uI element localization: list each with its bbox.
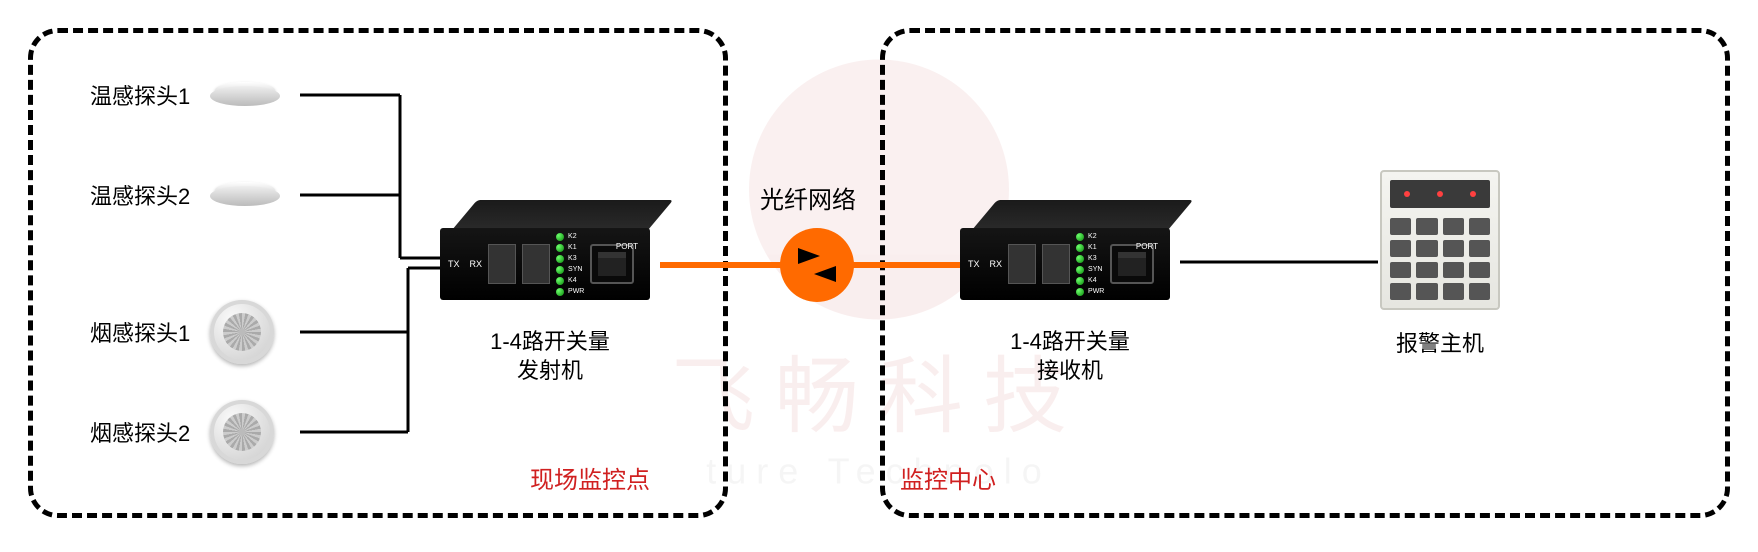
alarm-host: 报警主机 (1380, 170, 1500, 358)
temp-detector-icon (210, 70, 280, 120)
optic-port-icon (488, 244, 516, 284)
rx-device: TX RX K2 K1 K3 SYN K4 PWR PORT 1-4路开关量 接… (960, 200, 1180, 385)
sensor-smoke1: 烟感探头1 (90, 300, 274, 364)
tx-label: TX (968, 259, 980, 269)
tx-device-label: 1-4路开关量 发射机 (440, 328, 660, 385)
alarm-host-label: 报警主机 (1380, 326, 1500, 358)
keypad-screen-icon (1390, 180, 1490, 208)
fiber-label: 光纤网络 (760, 180, 856, 215)
optic-port-icon (522, 244, 550, 284)
rx-device-label: 1-4路开关量 接收机 (960, 328, 1180, 385)
sensor-label: 烟感探头2 (90, 416, 210, 448)
zone-field-label: 现场监控点 (530, 460, 650, 495)
rx-label: RX (470, 259, 483, 269)
sensor-label: 温感探头1 (90, 79, 210, 111)
rx-label: RX (990, 259, 1003, 269)
sensor-temp1: 温感探头1 (90, 70, 280, 120)
fiber-bidir-icon (780, 228, 854, 302)
smoke-detector-icon (210, 400, 274, 464)
optic-port-icon (1008, 244, 1036, 284)
port-label: PORT (1136, 242, 1158, 251)
keypad-keys (1390, 218, 1490, 300)
smoke-detector-icon (210, 300, 274, 364)
tx-label: TX (448, 259, 460, 269)
optic-port-icon (1042, 244, 1070, 284)
sensor-temp2: 温感探头2 (90, 170, 280, 220)
sensor-label: 烟感探头1 (90, 316, 210, 348)
led-panel: K2 K1 K3 SYN K4 PWR (1076, 233, 1104, 296)
led-panel: K2 K1 K3 SYN K4 PWR (556, 233, 584, 296)
temp-detector-icon (210, 170, 280, 220)
sensor-label: 温感探头2 (90, 179, 210, 211)
sensor-smoke2: 烟感探头2 (90, 400, 274, 464)
zone-center-label: 监控中心 (900, 460, 996, 495)
port-label: PORT (616, 242, 638, 251)
tx-device: TX RX K2 K1 K3 SYN K4 PWR PORT 1-4路开关量 发… (440, 200, 660, 385)
